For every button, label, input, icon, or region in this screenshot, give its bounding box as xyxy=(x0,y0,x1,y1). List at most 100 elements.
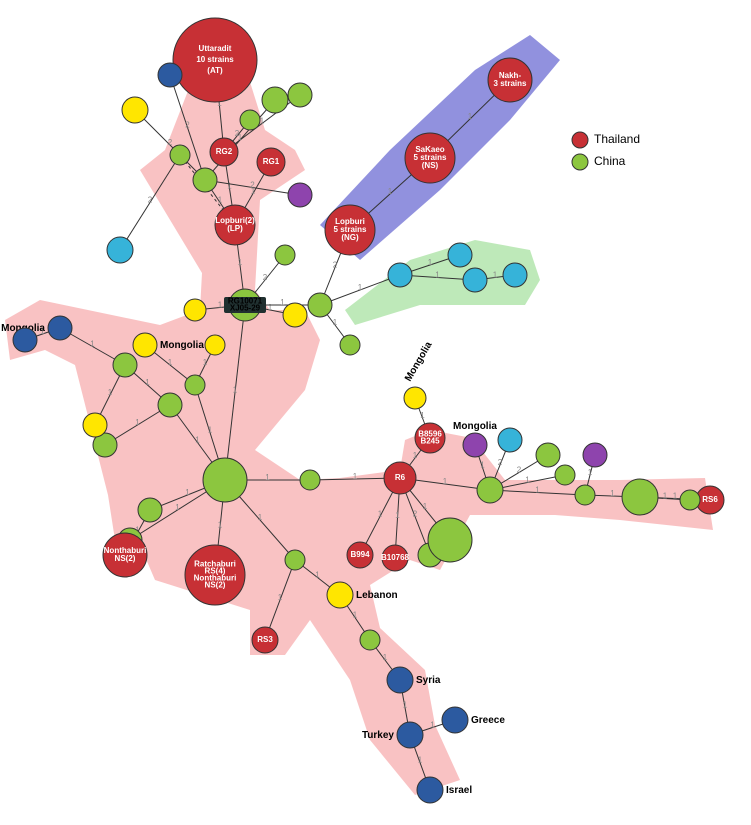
node-leb-c xyxy=(360,630,380,650)
node-circle xyxy=(488,58,532,102)
node-circle xyxy=(477,477,503,503)
node-c-w2 xyxy=(113,353,137,377)
node-rg2: RG2 xyxy=(210,138,238,166)
node-rs3: RS3 xyxy=(252,627,278,653)
edge-weight: 1 xyxy=(378,510,383,519)
edge-weight: 1 xyxy=(238,133,243,142)
node-circle xyxy=(622,479,658,515)
node-hub4 xyxy=(575,485,595,505)
node-circle xyxy=(555,465,575,485)
network-diagram: 1111111111111111111111132111212111111111… xyxy=(0,0,751,825)
node-circle xyxy=(215,205,255,245)
edge-weight: 1 xyxy=(333,318,338,327)
edge-weight: 1 xyxy=(195,436,200,445)
edge-weight: 2 xyxy=(263,273,268,282)
node-circle xyxy=(138,498,162,522)
node-lp: Lopburi(2)(LP) xyxy=(215,205,255,245)
edge-weight: 2 xyxy=(498,458,503,467)
node-b8596: B8596B245 xyxy=(415,423,445,453)
node-c-w1 xyxy=(158,393,182,417)
node-p-top xyxy=(288,183,312,207)
node-circle xyxy=(388,263,412,287)
node-circle xyxy=(417,777,443,803)
node-hub2 xyxy=(300,470,320,490)
edge-weight: 1 xyxy=(525,476,530,485)
node-ext-label: Syria xyxy=(416,675,441,686)
legend-swatch xyxy=(572,132,588,148)
node-circle xyxy=(503,263,527,287)
node-circle xyxy=(300,470,320,490)
node-b994: B994 xyxy=(347,542,373,568)
edge-weight: 1 xyxy=(413,451,418,460)
edge-weight: 1 xyxy=(588,468,593,477)
node-mong2 xyxy=(13,328,37,352)
edge-weight: 2 xyxy=(250,181,255,190)
edge-weight: 1 xyxy=(218,196,223,205)
node-c-lp1 xyxy=(193,168,217,192)
node-circle xyxy=(252,627,278,653)
node-circle xyxy=(285,550,305,570)
node-circle xyxy=(308,293,332,317)
node-circle xyxy=(387,667,413,693)
node-circle xyxy=(680,490,700,510)
node-y-xj2 xyxy=(283,303,307,327)
node-c-xj1 xyxy=(275,245,295,265)
node-circle xyxy=(122,97,148,123)
node-circle xyxy=(205,335,225,355)
node-circle xyxy=(428,518,472,562)
edge-weight: 2 xyxy=(148,196,153,205)
node-circle xyxy=(347,542,373,568)
node-circle xyxy=(405,133,455,183)
node-rg1: RG1 xyxy=(257,148,285,176)
node-c-h5a xyxy=(680,490,700,510)
edge-weight: 2 xyxy=(185,121,190,130)
node-circle xyxy=(193,168,217,192)
node-y-top xyxy=(122,97,148,123)
node-cy-h3 xyxy=(498,428,522,452)
node-y-xj1 xyxy=(184,299,206,321)
node-circle xyxy=(463,433,487,457)
node-circle xyxy=(158,63,182,87)
edge-weight: 1 xyxy=(260,117,265,126)
node-c-h3a xyxy=(536,443,560,467)
node-circle xyxy=(13,328,37,352)
node-ns: SaKaeo5 strains(NS) xyxy=(405,133,455,183)
node-nakh: Nakh-3 strains xyxy=(488,58,532,102)
edge-weight: 2 xyxy=(168,138,173,147)
node-circle xyxy=(536,443,560,467)
node-y-nw xyxy=(205,335,225,355)
node-circle xyxy=(360,630,380,650)
node-cy-br xyxy=(388,263,412,287)
node-circle xyxy=(583,443,607,467)
node-c-rg2a xyxy=(240,110,260,130)
edge-weight: 1 xyxy=(203,358,208,367)
node-c-h3b xyxy=(555,465,575,485)
node-cy-lp xyxy=(107,237,133,263)
node-circle xyxy=(397,722,423,748)
edge-weight: 1 xyxy=(610,489,615,498)
edge-weight: 1 xyxy=(535,486,540,495)
node-c-nw xyxy=(185,375,205,395)
edge-weight: 1 xyxy=(218,521,223,530)
node-b-top xyxy=(158,63,182,87)
node-circle xyxy=(463,268,487,292)
legend-label: Thailand xyxy=(594,132,640,146)
edge-weight: 1 xyxy=(233,386,238,395)
node-utt: Uttaradit10 strains(AT) xyxy=(173,18,257,102)
node-c-s1 xyxy=(285,550,305,570)
node-r6: R6 xyxy=(384,462,416,494)
node-circle xyxy=(288,83,312,107)
edge-weight: 1 xyxy=(353,611,358,620)
node-circle xyxy=(382,545,408,571)
node-circle xyxy=(262,87,288,113)
node-circle xyxy=(184,299,206,321)
node-circle xyxy=(203,458,247,502)
edge-weight: 1 xyxy=(218,301,223,310)
node-circle xyxy=(185,545,245,605)
edge-weight: 1 xyxy=(420,411,425,420)
node-ext-label: Lebanon xyxy=(356,590,398,601)
node-circle xyxy=(133,333,157,357)
node-c-xj2 xyxy=(308,293,332,317)
node-circle xyxy=(48,316,72,340)
node-circle xyxy=(107,237,133,263)
